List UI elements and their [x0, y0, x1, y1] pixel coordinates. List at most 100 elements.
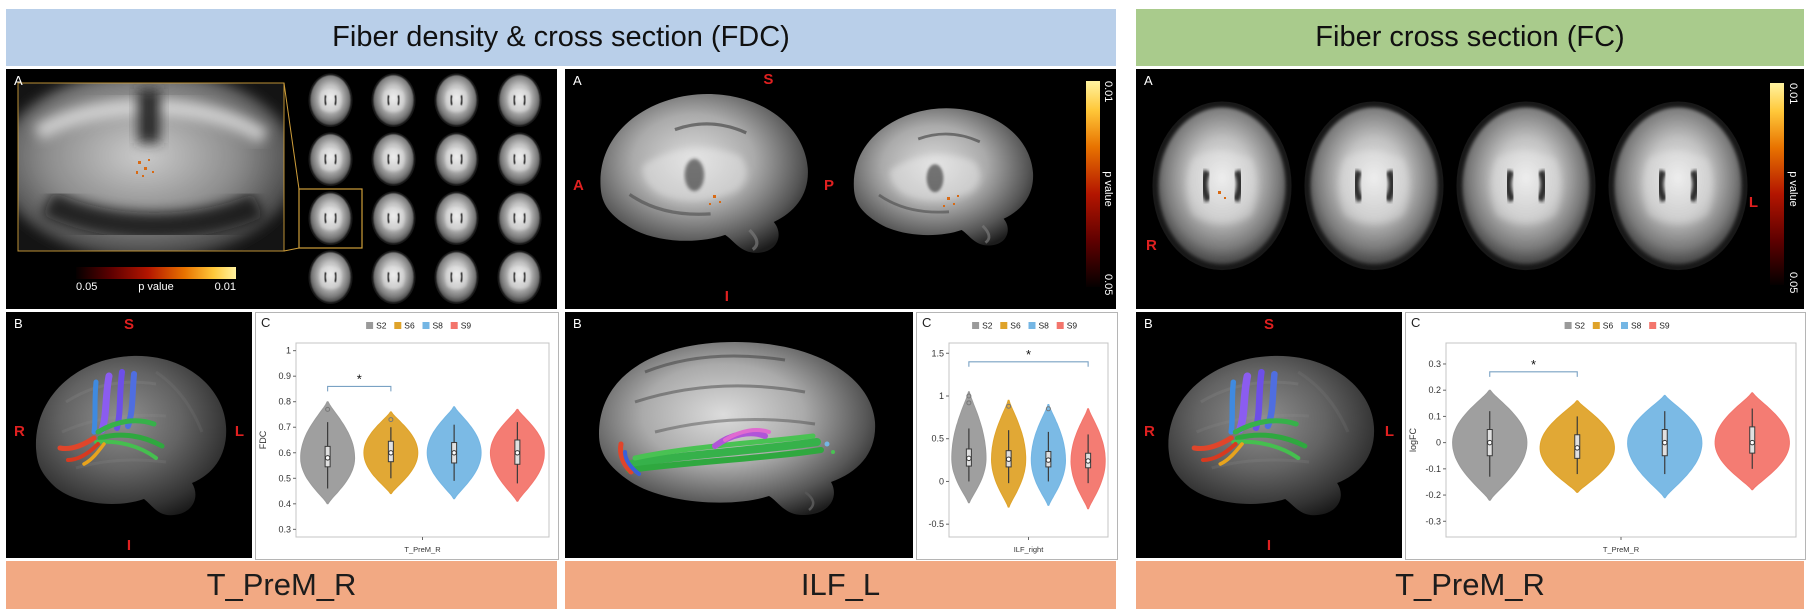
svg-text:S6: S6: [1603, 321, 1614, 331]
svg-text:0.4: 0.4: [278, 499, 291, 509]
colorbar-title: p value: [1787, 171, 1799, 207]
violin-chart-ilf: -0.5 0 0.5 1 1.5 ILF_right S2 S6 S8 S9 *: [917, 313, 1117, 559]
svg-text:-0.2: -0.2: [1425, 490, 1441, 500]
panel-fdc-right-b: B: [565, 312, 913, 558]
svg-text:-0.3: -0.3: [1425, 516, 1441, 526]
colorbar-title: p value: [1102, 171, 1114, 207]
svg-text:0.3: 0.3: [278, 524, 291, 534]
panel-letter-c: C: [261, 315, 271, 330]
panel-fdc-left-c: C 0.3 0.4 0.5 0.6 0.7 0.8 0.9 1 FDC T_PreM_R S2 S6 S…: [255, 312, 559, 560]
tract-label-strip: T_PreM_R: [6, 561, 557, 609]
svg-text:FDC: FDC: [258, 430, 268, 449]
orientation-anterior: A: [573, 177, 584, 194]
subfigure-fc-tprem: A R L 0.01 p value 0.05: [1136, 69, 1806, 609]
orientation-inferior: I: [126, 537, 132, 554]
colorbar-title: p value: [138, 281, 174, 293]
svg-text:T_PreM_R: T_PreM_R: [1603, 545, 1640, 554]
axial-slice-grid-image: [299, 71, 551, 307]
svg-text:0.8: 0.8: [278, 397, 291, 407]
panel-letter-b: B: [14, 316, 23, 331]
orientation-inferior: I: [724, 288, 729, 305]
svg-text:0.2: 0.2: [1428, 385, 1441, 395]
pvalue-colorbar-vertical: [1086, 81, 1100, 287]
subfigure-fdc-ilf: A S A P I 0.01 p value: [565, 69, 1118, 609]
svg-text:S2: S2: [376, 321, 387, 331]
colorbar-max-label: 0.01: [214, 281, 236, 293]
svg-text:1: 1: [939, 391, 944, 401]
svg-text:0.5: 0.5: [278, 473, 291, 483]
pvalue-colorbar-vertical: [1770, 83, 1784, 285]
header-fdc-title: Fiber density & cross section (FDC): [332, 21, 790, 53]
svg-text:S9: S9: [1067, 321, 1078, 331]
svg-text:S2: S2: [982, 321, 993, 331]
svg-text:S9: S9: [461, 321, 472, 331]
subfigure-fdc-tprem: A: [6, 69, 559, 609]
orientation-superior: S: [763, 71, 774, 88]
panel-letter-c: C: [922, 315, 932, 330]
colorbar-min-label: 0.05: [76, 281, 98, 293]
svg-text:*: *: [1531, 357, 1536, 372]
panel-fdc-left-a: A: [6, 69, 557, 309]
orientation-left: L: [1748, 193, 1758, 211]
panel-fc-a: A R L 0.01 p value 0.05: [1136, 69, 1804, 309]
orientation-right: R: [14, 422, 25, 440]
sagittal-slices-image: [565, 69, 1116, 309]
colorbar-min-label: 0.05: [1102, 273, 1114, 295]
svg-text:S8: S8: [1039, 321, 1050, 331]
brain-3d-tract-image: [6, 312, 252, 558]
orientation-posterior: P: [823, 177, 834, 194]
svg-text:0.1: 0.1: [1428, 411, 1441, 421]
orientation-right: R: [1144, 422, 1155, 440]
panel-letter-a: A: [14, 73, 23, 88]
header-fc-title: Fiber cross section (FC): [1315, 21, 1625, 53]
panel-fc-c: C -0.3 -0.2 -0.1 0 0.1 0.2 0.3 logFC T_PreM_R S2 S…: [1405, 312, 1806, 560]
colorbar-min-label: 0.05: [1787, 271, 1799, 293]
tract-name: ILF_L: [800, 567, 881, 602]
orientation-superior: S: [123, 316, 135, 333]
group-fc: Fiber cross section (FC) A R L 0.0: [1136, 9, 1806, 609]
svg-text:0.9: 0.9: [278, 371, 291, 381]
brain-ilf-tract-image: [599, 342, 876, 516]
svg-text:S2: S2: [1575, 321, 1586, 331]
orientation-right: R: [1146, 237, 1157, 254]
svg-text:0.6: 0.6: [278, 448, 291, 458]
svg-text:*: *: [1026, 347, 1031, 362]
svg-text:1.5: 1.5: [931, 348, 944, 358]
tract-name: T_PreM_R: [1395, 567, 1545, 602]
svg-text:*: *: [357, 371, 362, 386]
panel-letter-b: B: [1144, 316, 1153, 331]
tract-name: T_PreM_R: [206, 567, 357, 602]
svg-text:S6: S6: [404, 321, 415, 331]
axial-slices-row-image: [1140, 71, 1760, 307]
svg-text:-0.5: -0.5: [928, 519, 944, 529]
panel-letter-a: A: [573, 73, 582, 88]
svg-text:0.3: 0.3: [1428, 359, 1441, 369]
orientation-left: L: [234, 422, 244, 440]
svg-text:0: 0: [939, 476, 944, 486]
header-fdc: Fiber density & cross section (FDC): [6, 9, 1116, 66]
panel-fdc-left-b: B S R L I: [6, 312, 252, 558]
svg-text:T_PreM_R: T_PreM_R: [404, 545, 441, 554]
group-fdc: Fiber density & cross section (FDC) A: [6, 9, 1118, 609]
svg-text:S9: S9: [1659, 321, 1670, 331]
header-fc: Fiber cross section (FC): [1136, 9, 1804, 66]
violin-chart-fc: -0.3 -0.2 -0.1 0 0.1 0.2 0.3 logFC T_PreM_R S2 S6 S…: [1406, 313, 1805, 559]
colorbar-max-label: 0.01: [1102, 81, 1114, 103]
svg-text:0.5: 0.5: [931, 434, 944, 444]
svg-text:S6: S6: [1010, 321, 1021, 331]
panel-fc-b: B S R L I: [1136, 312, 1402, 558]
brain-3d-tract-image: [1136, 312, 1402, 558]
svg-text:1: 1: [286, 346, 291, 356]
zoomed-axial-inset-image: [18, 83, 284, 251]
svg-text:S8: S8: [1631, 321, 1642, 331]
panel-letter-c: C: [1411, 315, 1421, 330]
svg-text:S8: S8: [433, 321, 444, 331]
svg-text:-0.1: -0.1: [1425, 464, 1441, 474]
violin-chart-fdc: 0.3 0.4 0.5 0.6 0.7 0.8 0.9 1 FDC T_PreM_R S2 S6 S8 S…: [256, 313, 558, 559]
tract-label-strip: T_PreM_R: [1136, 561, 1804, 609]
orientation-left: L: [1384, 422, 1394, 440]
pvalue-colorbar-labels: 0.05 p value 0.01: [76, 281, 236, 293]
panel-letter-b: B: [573, 316, 582, 331]
pvalue-colorbar-horizontal: [76, 267, 236, 279]
panel-fdc-right-a: A S A P I 0.01 p value: [565, 69, 1116, 309]
